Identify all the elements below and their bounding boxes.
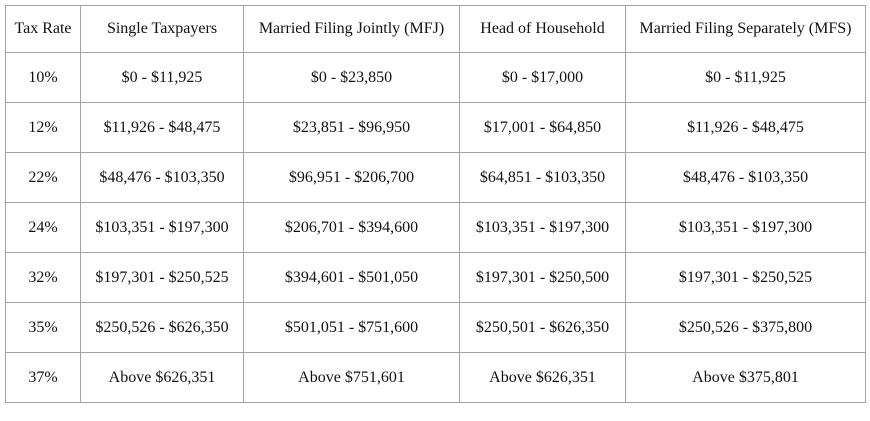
table-row: 35% $250,526 - $626,350 $501,051 - $751,60…	[5, 302, 866, 353]
bracket-range-cell: $0 - $23,850	[243, 52, 460, 103]
column-header-4: Married Filing Separately (MFS)	[625, 5, 866, 53]
table-header: Tax Rate Single Taxpayers Married Filing J…	[5, 5, 866, 53]
bracket-range-cell: $48,476 - $103,350	[80, 152, 244, 203]
bracket-range-cell: $48,476 - $103,350	[625, 152, 866, 203]
column-header-3: Head of Household	[459, 5, 626, 53]
bracket-range-cell: $23,851 - $96,950	[243, 102, 460, 153]
tax-rate-cell: 22%	[5, 152, 81, 203]
table-row: 32% $197,301 - $250,525 $394,601 - $501,05…	[5, 252, 866, 303]
bracket-range-cell: Above $626,351	[459, 352, 626, 403]
bracket-range-cell: $197,301 - $250,500	[459, 252, 626, 303]
table-row: 12% $11,926 - $48,475 $23,851 - $96,950 $17…	[5, 102, 866, 153]
bracket-range-cell: $96,951 - $206,700	[243, 152, 460, 203]
bracket-range-cell: $250,526 - $626,350	[80, 302, 244, 353]
tax-bracket-table: Tax Rate Single Taxpayers Married Filing J…	[5, 5, 866, 403]
tax-rate-cell: 37%	[5, 352, 81, 403]
table-body: 10% $0 - $11,925 $0 - $23,850 $0 - $17,000 $…	[5, 52, 866, 403]
table-row: 22% $48,476 - $103,350 $96,951 - $206,700 $…	[5, 152, 866, 203]
bracket-range-cell: Above $626,351	[80, 352, 244, 403]
bracket-range-cell: $11,926 - $48,475	[80, 102, 244, 153]
header-row: Tax Rate Single Taxpayers Married Filing J…	[5, 5, 866, 53]
bracket-range-cell: $0 - $11,925	[625, 52, 866, 103]
tax-rate-cell: 10%	[5, 52, 81, 103]
bracket-range-cell: $0 - $11,925	[80, 52, 244, 103]
bracket-range-cell: $64,851 - $103,350	[459, 152, 626, 203]
table-row: 37% Above $626,351 Above $751,601 Above $62…	[5, 352, 866, 403]
bracket-range-cell: $394,601 - $501,050	[243, 252, 460, 303]
table-row: 24% $103,351 - $197,300 $206,701 - $394,60…	[5, 202, 866, 253]
column-header-2: Married Filing Jointly (MFJ)	[243, 5, 460, 53]
bracket-range-cell: $250,526 - $375,800	[625, 302, 866, 353]
tax-rate-cell: 35%	[5, 302, 81, 353]
bracket-range-cell: $250,501 - $626,350	[459, 302, 626, 353]
table-row: 10% $0 - $11,925 $0 - $23,850 $0 - $17,000 $…	[5, 52, 866, 103]
bracket-range-cell: $103,351 - $197,300	[459, 202, 626, 253]
column-header-0: Tax Rate	[5, 5, 81, 53]
tax-rate-cell: 32%	[5, 252, 81, 303]
bracket-range-cell: $103,351 - $197,300	[80, 202, 244, 253]
bracket-range-cell: $17,001 - $64,850	[459, 102, 626, 153]
bracket-range-cell: $197,301 - $250,525	[80, 252, 244, 303]
bracket-range-cell: $197,301 - $250,525	[625, 252, 866, 303]
tax-rate-cell: 24%	[5, 202, 81, 253]
column-header-1: Single Taxpayers	[80, 5, 244, 53]
bracket-range-cell: $0 - $17,000	[459, 52, 626, 103]
bracket-range-cell: $11,926 - $48,475	[625, 102, 866, 153]
tax-rate-cell: 12%	[5, 102, 81, 153]
bracket-range-cell: $103,351 - $197,300	[625, 202, 866, 253]
bracket-range-cell: Above $751,601	[243, 352, 460, 403]
bracket-range-cell: Above $375,801	[625, 352, 866, 403]
bracket-range-cell: $206,701 - $394,600	[243, 202, 460, 253]
bracket-range-cell: $501,051 - $751,600	[243, 302, 460, 353]
